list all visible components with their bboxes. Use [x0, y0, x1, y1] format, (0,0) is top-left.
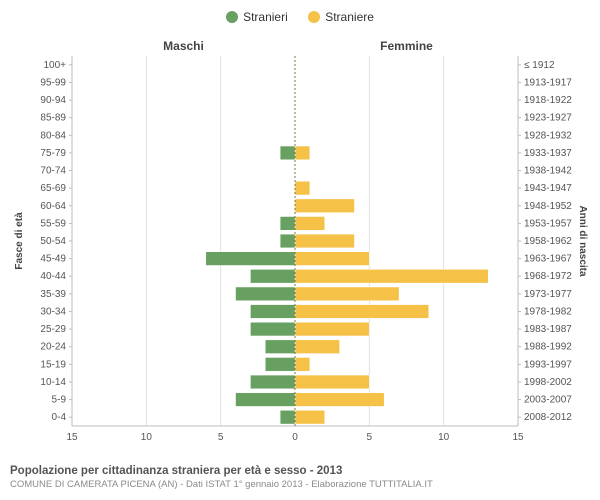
birth-label: 1938-1942 — [524, 166, 572, 177]
bar-male — [280, 217, 295, 231]
age-label: 5-9 — [52, 395, 67, 406]
birth-label: 1998-2002 — [524, 377, 572, 388]
legend-male: Stranieri — [226, 10, 288, 24]
chart-subtitle: COMUNE DI CAMERATA PICENA (AN) - Dati IS… — [10, 479, 590, 490]
birth-label: 1958-1962 — [524, 236, 572, 247]
bar-male — [280, 410, 295, 424]
birth-label: 1993-1997 — [524, 359, 572, 370]
legend-swatch-female — [308, 11, 320, 23]
legend-female: Straniere — [308, 10, 374, 24]
birth-label: 1928-1932 — [524, 130, 572, 141]
bar-female — [295, 181, 310, 195]
birth-label: ≤ 1912 — [524, 60, 555, 71]
svg-text:15: 15 — [512, 432, 524, 443]
bar-female — [295, 252, 369, 266]
age-label: 90-94 — [40, 95, 66, 106]
bar-male — [236, 393, 295, 407]
birth-label: 2008-2012 — [524, 412, 572, 423]
age-label: 15-19 — [40, 359, 66, 370]
birth-label: 1918-1922 — [524, 95, 572, 106]
age-label: 20-24 — [40, 342, 66, 353]
svg-text:5: 5 — [218, 432, 224, 443]
bar-female — [295, 322, 369, 336]
svg-text:10: 10 — [438, 432, 450, 443]
bar-male — [280, 234, 295, 248]
bar-female — [295, 393, 384, 407]
bar-male — [250, 269, 295, 283]
birth-label: 1973-1977 — [524, 289, 572, 300]
bar-female — [295, 410, 325, 424]
svg-text:0: 0 — [292, 432, 298, 443]
bar-female — [295, 357, 310, 371]
birth-label: 1963-1967 — [524, 254, 572, 265]
bar-male — [236, 287, 295, 301]
legend-swatch-male — [226, 11, 238, 23]
svg-text:Fasce di età: Fasce di età — [14, 212, 25, 270]
birth-label: 1983-1987 — [524, 324, 572, 335]
bar-female — [295, 287, 399, 301]
age-label: 30-34 — [40, 306, 66, 317]
svg-text:10: 10 — [141, 432, 153, 443]
age-label: 95-99 — [40, 77, 66, 88]
legend-female-label: Straniere — [325, 10, 374, 24]
chart-footer: Popolazione per cittadinanza straniera p… — [0, 459, 600, 490]
birth-label: 1943-1947 — [524, 183, 572, 194]
bar-male — [265, 340, 295, 354]
bar-female — [295, 234, 354, 248]
age-label: 10-14 — [40, 377, 66, 388]
bar-female — [295, 199, 354, 213]
bar-female — [295, 146, 310, 160]
svg-text:15: 15 — [66, 432, 78, 443]
age-label: 35-39 — [40, 289, 66, 300]
bar-female — [295, 217, 325, 231]
age-label: 85-89 — [40, 113, 66, 124]
bar-female — [295, 305, 429, 319]
birth-label: 1948-1952 — [524, 201, 572, 212]
bar-male — [206, 252, 295, 266]
svg-text:Maschi: Maschi — [163, 39, 204, 53]
age-label: 50-54 — [40, 236, 66, 247]
population-pyramid-chart: 0 5 5 10 10 15 15 Maschi Femmine Fasce di età Anni… — [10, 34, 590, 454]
legend-male-label: Stranieri — [243, 10, 288, 24]
bar-male — [250, 322, 295, 336]
age-label: 60-64 — [40, 201, 66, 212]
age-label: 80-84 — [40, 130, 66, 141]
age-label: 65-69 — [40, 183, 66, 194]
age-label: 0-4 — [52, 412, 67, 423]
svg-text:Femmine: Femmine — [380, 39, 433, 53]
svg-text:5: 5 — [367, 432, 373, 443]
chart-title: Popolazione per cittadinanza straniera p… — [10, 465, 590, 477]
birth-label: 1933-1937 — [524, 148, 572, 159]
birth-label: 1968-1972 — [524, 271, 572, 282]
birth-label: 2003-2007 — [524, 395, 572, 406]
bar-male — [280, 146, 295, 160]
bar-female — [295, 269, 488, 283]
birth-label: 1953-1957 — [524, 218, 572, 229]
birth-label: 1913-1917 — [524, 77, 572, 88]
bar-male — [250, 305, 295, 319]
age-label: 45-49 — [40, 254, 66, 265]
birth-label: 1988-1992 — [524, 342, 572, 353]
age-label: 55-59 — [40, 218, 66, 229]
age-label: 25-29 — [40, 324, 66, 335]
bar-male — [265, 357, 295, 371]
age-label: 100+ — [43, 60, 66, 71]
chart-legend: Stranieri Straniere — [10, 10, 590, 28]
svg-text:Anni di nascita: Anni di nascita — [577, 205, 588, 277]
bar-male — [250, 375, 295, 389]
bar-female — [295, 340, 340, 354]
bar-female — [295, 375, 369, 389]
age-label: 40-44 — [40, 271, 66, 282]
age-label: 75-79 — [40, 148, 66, 159]
birth-label: 1923-1927 — [524, 113, 572, 124]
birth-label: 1978-1982 — [524, 306, 572, 317]
age-label: 70-74 — [40, 166, 66, 177]
